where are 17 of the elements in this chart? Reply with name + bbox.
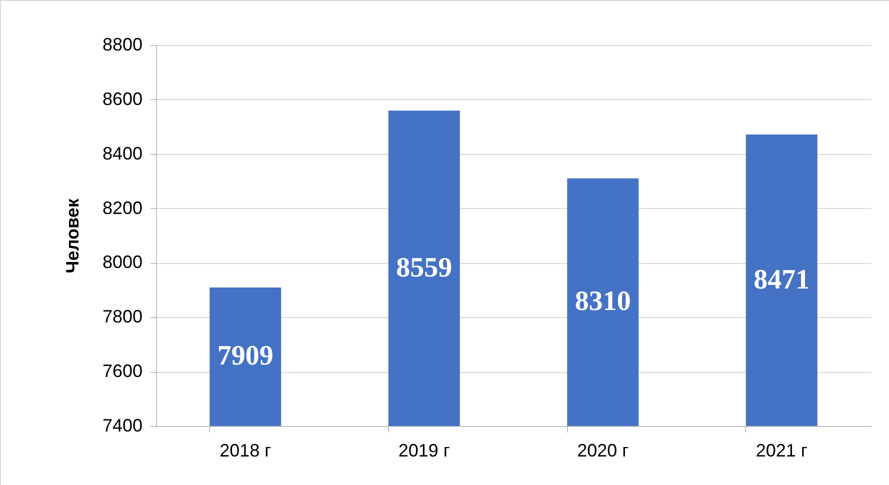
x-tick-label: 2020 г: [577, 440, 630, 460]
y-tick-label: 8600: [102, 88, 142, 109]
y-tick-label: 8000: [102, 252, 142, 272]
y-tick-label: 8800: [102, 34, 142, 54]
y-axis-title: Человек: [62, 198, 82, 274]
data-label: 7909: [217, 340, 274, 372]
y-tick-label: 7400: [102, 416, 142, 436]
x-tick-label: 2018 г: [220, 440, 272, 460]
data-label: 8559: [396, 252, 452, 284]
y-tick-label: 7600: [102, 361, 142, 382]
y-tick-label: 8400: [102, 143, 142, 164]
data-label: 8310: [574, 286, 631, 318]
y-tick-label: 8200: [102, 198, 142, 218]
x-tick-label: 2019 г: [398, 440, 450, 460]
x-tick-label: 2021 г: [756, 440, 808, 460]
y-tick-label: 7800: [102, 306, 142, 327]
data-label: 8471: [754, 264, 810, 296]
